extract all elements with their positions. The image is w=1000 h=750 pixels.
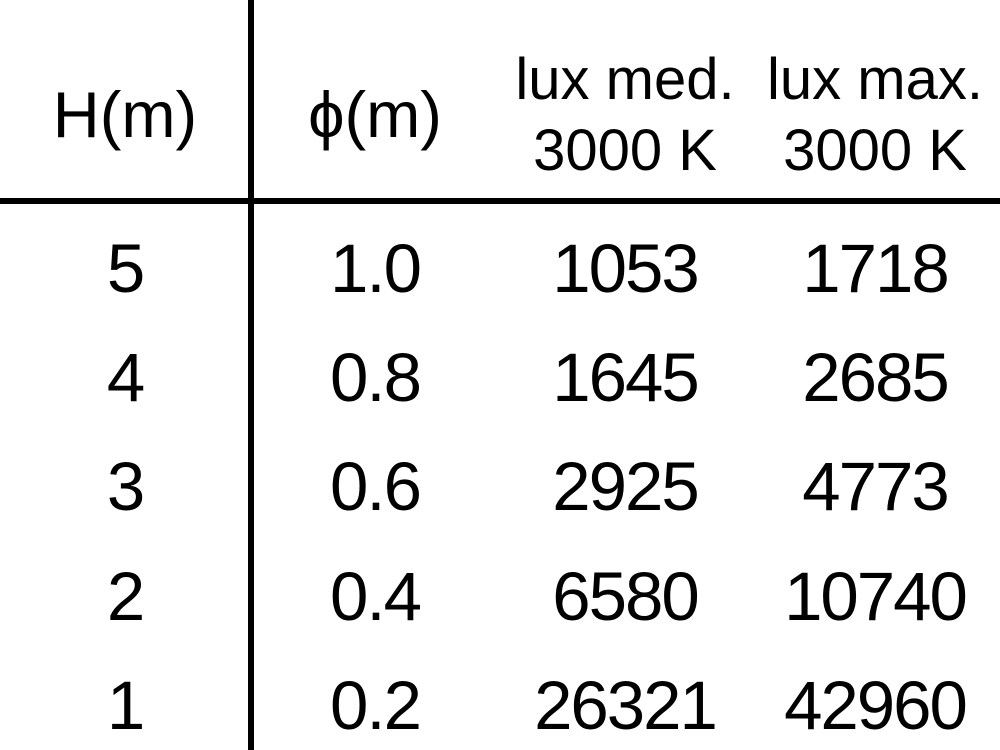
- table-cell: 1.0: [330, 230, 422, 308]
- column-header-phi: ϕ(m): [250, 0, 500, 198]
- vertical-divider: [248, 0, 254, 750]
- column-header-lux-max: lux max. 3000 K: [750, 0, 1000, 198]
- table-cell: 10740: [784, 557, 968, 635]
- table-cell: 26321: [534, 666, 718, 744]
- table-cell: 4773: [802, 448, 950, 526]
- table-cell: 4: [106, 339, 145, 417]
- table-cell: 1053: [552, 230, 700, 308]
- table-cell: 1718: [802, 230, 950, 308]
- column-header-phi-label: ϕ(m): [308, 78, 442, 152]
- table-cell: 0.8: [330, 339, 422, 417]
- table-cell: 1645: [552, 339, 700, 417]
- table-cell: 0.2: [330, 666, 422, 744]
- column-header-lux-max-line2: 3000 K: [783, 118, 967, 183]
- table-cell: 1: [106, 666, 145, 744]
- header-divider: [0, 198, 1000, 204]
- table-cell: 5: [106, 230, 145, 308]
- table-header-row: H(m) ϕ(m) lux med. 3000 K lux max. 3000 …: [0, 0, 1000, 198]
- table-cell: 2685: [802, 339, 950, 417]
- table-cell: 0.6: [330, 448, 422, 526]
- table-cell: 42960: [784, 666, 968, 744]
- column-header-lux-med: lux med. 3000 K: [500, 0, 750, 198]
- table-cell: 2: [106, 557, 145, 635]
- column-header-lux-max-line1: lux max.: [767, 47, 983, 112]
- column-header-h: H(m): [0, 0, 250, 198]
- table-cell: 6580: [552, 557, 700, 635]
- table-cell: 0.4: [330, 557, 422, 635]
- column-header-lux-med-line1: lux med.: [515, 47, 735, 112]
- column-header-lux-med-line2: 3000 K: [533, 118, 717, 183]
- table-cell: 3: [106, 448, 145, 526]
- column-header-h-label: H(m): [52, 78, 198, 152]
- table-cell: 2925: [552, 448, 700, 526]
- table-body: 5 1.0 1053 1718 4 0.8 1645 2685 3 0.6 29…: [0, 204, 1000, 750]
